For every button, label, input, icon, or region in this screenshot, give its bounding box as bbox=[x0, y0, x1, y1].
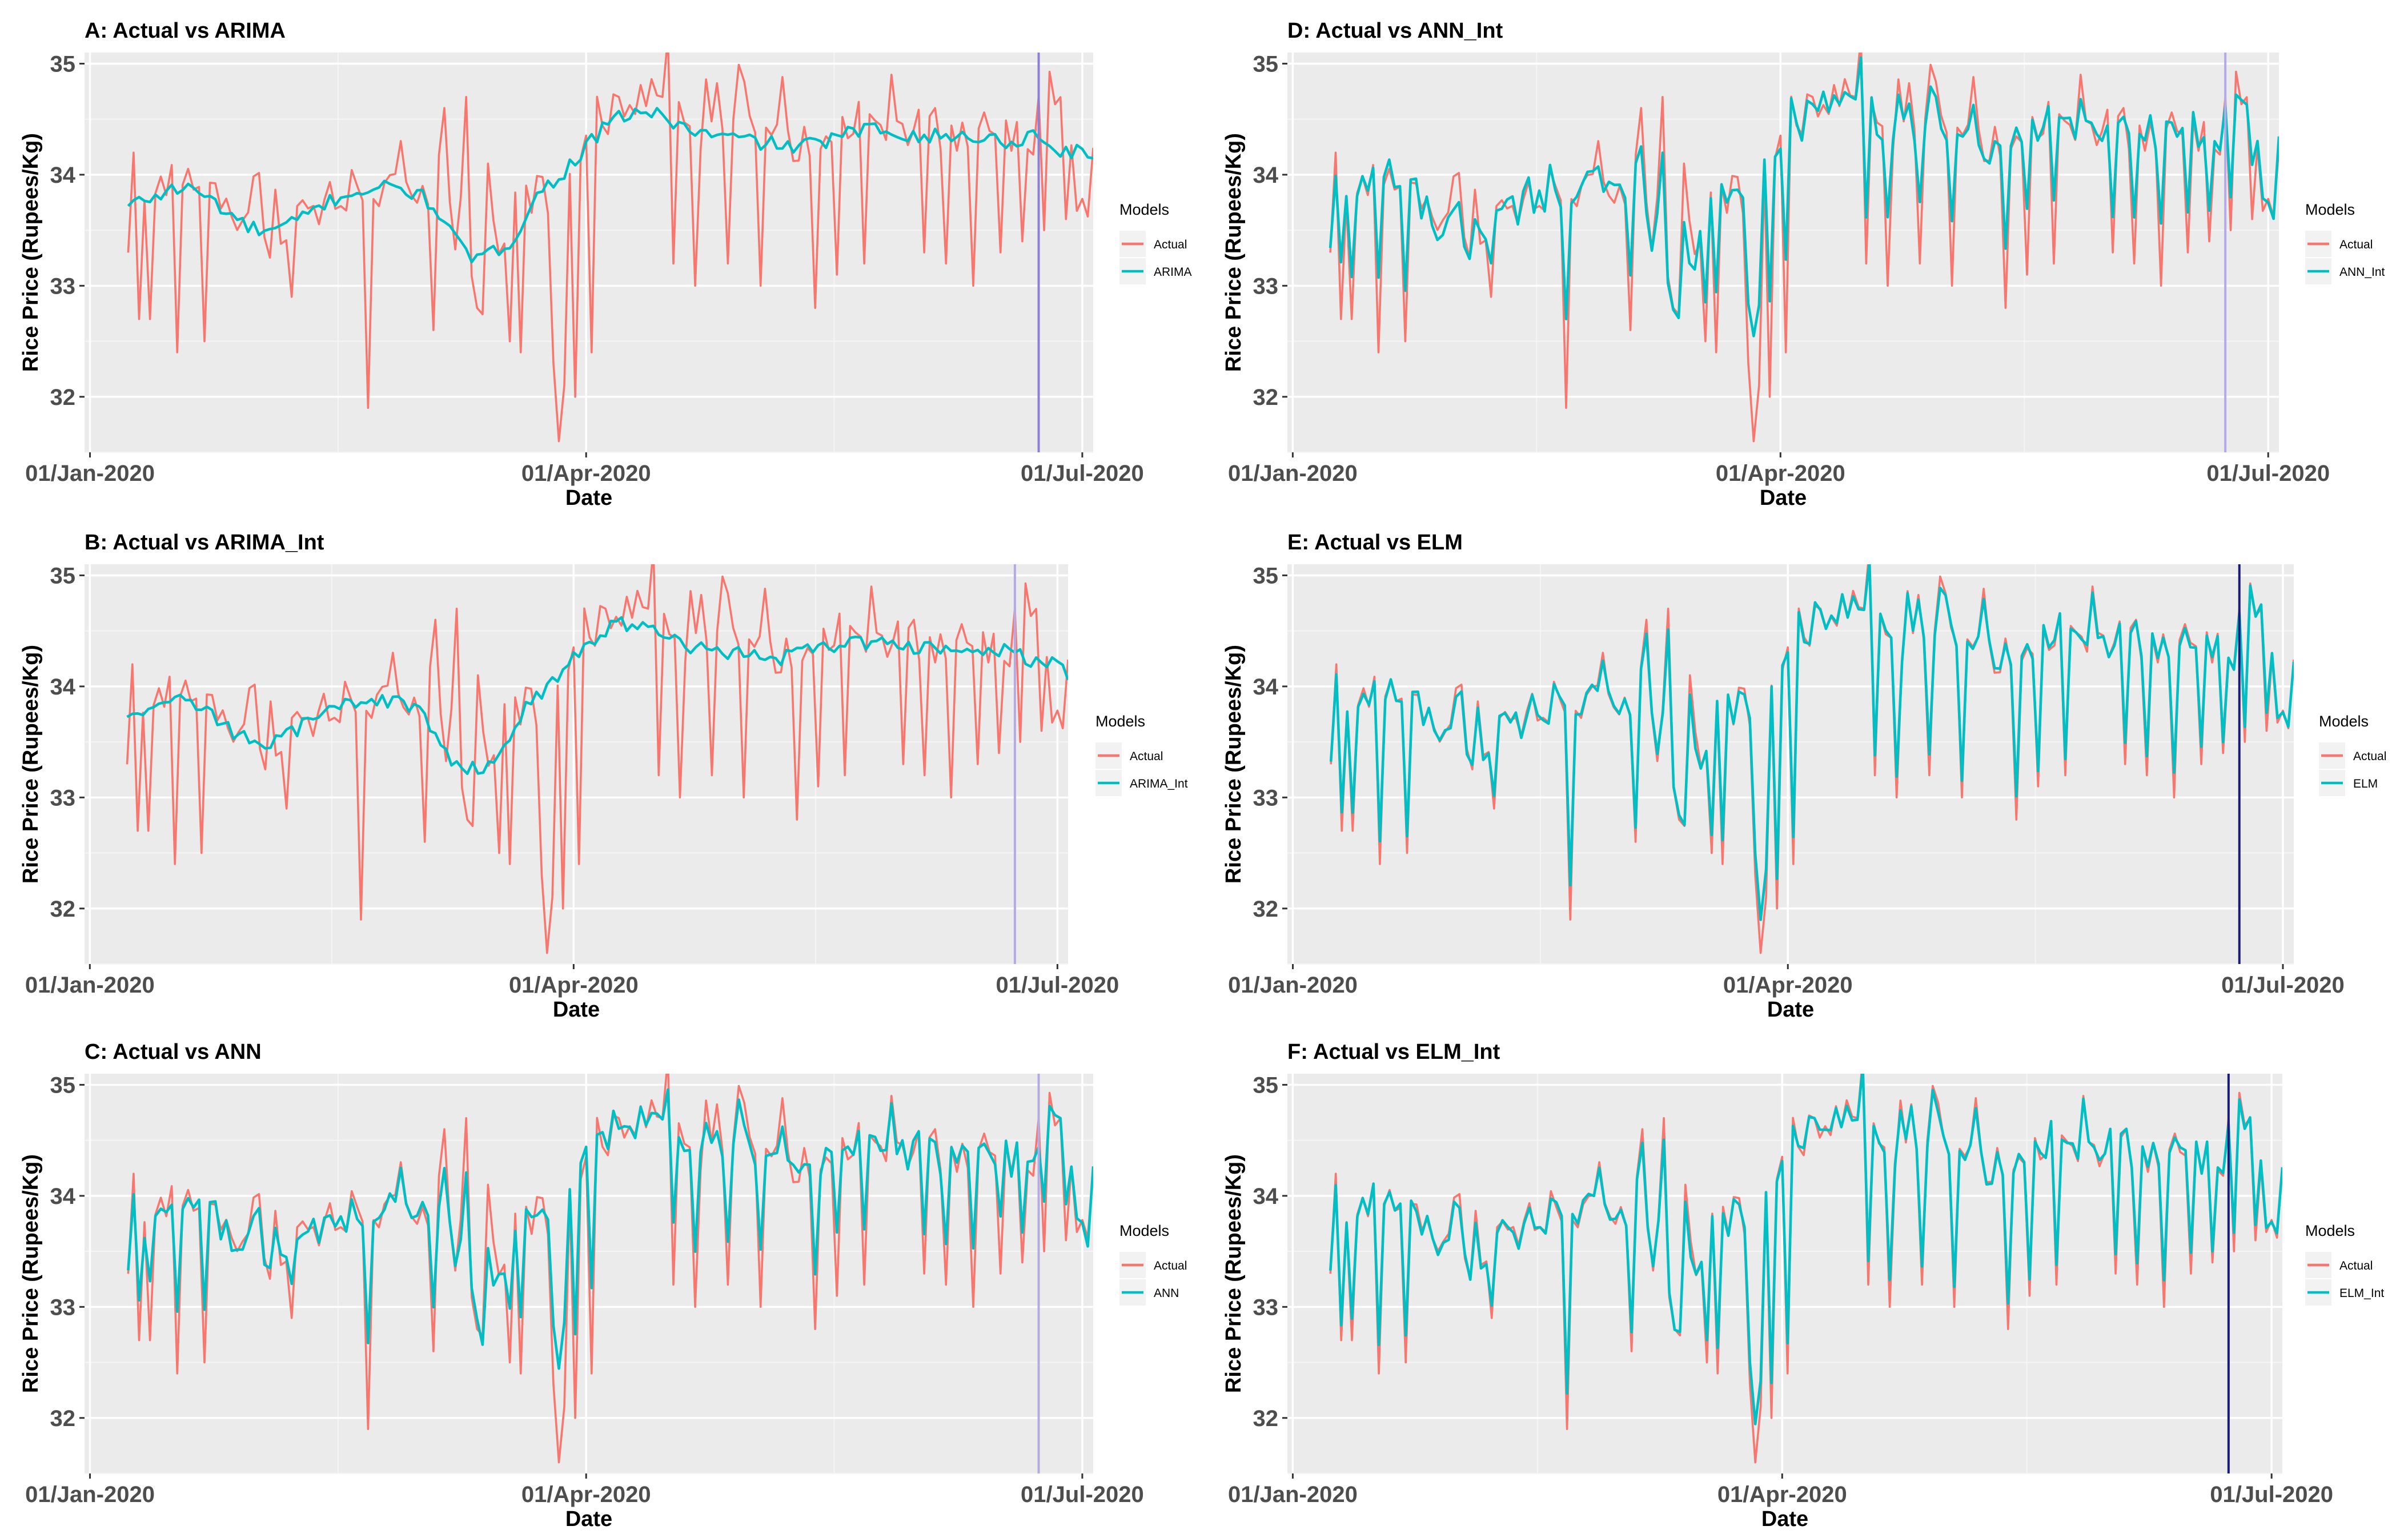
x-tick-label: 01/Jan-2020 bbox=[25, 461, 155, 486]
x-tick-label: 01/Apr-2020 bbox=[509, 973, 639, 998]
y-tick-label: 32 bbox=[50, 385, 76, 410]
y-tick-label: 33 bbox=[50, 274, 76, 299]
legend-label: ANN bbox=[1154, 1287, 1179, 1300]
y-axis-title: Rice Price (Rupees/Kg) bbox=[1222, 645, 1246, 884]
x-tick-label: 01/Apr-2020 bbox=[1717, 1482, 1847, 1507]
series-line-elm bbox=[1329, 564, 2294, 921]
x-tick-label: 01/Apr-2020 bbox=[521, 461, 651, 486]
legend: Models Actual ANN_Int bbox=[2305, 201, 2385, 284]
x-tick-label: 01/Apr-2020 bbox=[521, 1482, 651, 1507]
y-axis-title: Rice Price (Rupees/Kg) bbox=[19, 645, 43, 884]
legend-label: ARIMA_Int bbox=[1130, 777, 1188, 790]
legend-title: Models bbox=[2305, 1222, 2355, 1239]
series-line-ann bbox=[127, 1088, 1093, 1370]
legend-label: Actual bbox=[1154, 238, 1187, 251]
series-line-ann-int bbox=[1329, 56, 2279, 338]
x-tick-label: 01/Apr-2020 bbox=[1716, 461, 1845, 486]
x-axis-title: Date bbox=[1767, 998, 1814, 1022]
x-tick-label: 01/Jul-2020 bbox=[1021, 1482, 1144, 1507]
series-line-actual bbox=[127, 53, 1093, 443]
panel-title: C: Actual vs ANN bbox=[85, 1040, 262, 1064]
x-tick-label: 01/Apr-2020 bbox=[1723, 973, 1853, 998]
legend-label: ELM bbox=[2353, 777, 2378, 790]
series-line-elm-int bbox=[1329, 1074, 2282, 1425]
x-tick-label: 01/Jan-2020 bbox=[1228, 461, 1358, 486]
legend-title: Models bbox=[1095, 713, 1145, 730]
y-tick-label: 35 bbox=[50, 563, 76, 588]
y-tick-label: 34 bbox=[50, 1184, 76, 1209]
y-tick-label: 35 bbox=[50, 1073, 76, 1098]
y-tick-label: 35 bbox=[1253, 563, 1279, 588]
panel-a: A: Actual vs ARIMA 32 33 34 35 01/Jan-2020 01/… bbox=[19, 19, 1192, 510]
panel-b: B: Actual vs ARIMA_Int 32 33 34 35 01/Jan-202… bbox=[19, 531, 1188, 1022]
y-tick-label: 32 bbox=[50, 1406, 76, 1431]
legend-label: Actual bbox=[1130, 750, 1163, 763]
legend-title: Models bbox=[1119, 1222, 1169, 1239]
y-tick-label: 33 bbox=[1253, 274, 1279, 299]
legend: Models Actual ANN bbox=[1119, 1222, 1187, 1306]
legend: Models Actual ARIMA_Int bbox=[1095, 713, 1188, 796]
legend-label: ARIMA bbox=[1154, 266, 1192, 279]
legend-title: Models bbox=[2305, 201, 2355, 218]
y-axis-title: Rice Price (Rupees/Kg) bbox=[1222, 1154, 1246, 1393]
y-tick-label: 32 bbox=[1253, 897, 1279, 922]
x-tick-label: 01/Jul-2020 bbox=[2206, 461, 2330, 486]
y-axis-title: Rice Price (Rupees/Kg) bbox=[19, 1154, 43, 1393]
y-tick-label: 32 bbox=[50, 897, 76, 922]
y-tick-label: 34 bbox=[50, 674, 76, 700]
y-tick-label: 33 bbox=[1253, 785, 1279, 810]
legend: Models Actual ARIMA bbox=[1119, 201, 1192, 284]
x-axis-title: Date bbox=[553, 998, 600, 1022]
panel-title: F: Actual vs ELM_Int bbox=[1287, 1040, 1500, 1064]
panel-title: A: Actual vs ARIMA bbox=[85, 19, 286, 43]
y-tick-label: 32 bbox=[1253, 385, 1279, 410]
y-tick-label: 34 bbox=[1253, 163, 1279, 188]
legend-label: ELM_Int bbox=[2339, 1287, 2384, 1300]
x-tick-label: 01/Jan-2020 bbox=[25, 973, 155, 998]
y-tick-label: 34 bbox=[1253, 674, 1279, 700]
series-line-arima bbox=[127, 107, 1093, 264]
panel-e: E: Actual vs ELM 32 33 34 35 01/Jan-2020 01/Ap… bbox=[1222, 531, 2386, 1022]
legend-label: ANN_Int bbox=[2339, 266, 2385, 279]
legend-title: Models bbox=[1119, 201, 1169, 218]
y-tick-label: 35 bbox=[50, 51, 76, 77]
x-tick-label: 01/Jul-2020 bbox=[1021, 461, 1144, 486]
x-axis-title: Date bbox=[565, 486, 612, 510]
x-axis-title: Date bbox=[1761, 1507, 1808, 1531]
y-tick-label: 35 bbox=[1253, 1073, 1279, 1098]
x-axis-title: Date bbox=[565, 1507, 612, 1531]
panel-d: D: Actual vs ANN_Int 32 33 34 35 01/Jan-2020 0… bbox=[1222, 19, 2385, 510]
y-tick-label: 35 bbox=[1253, 51, 1279, 77]
panel-title: D: Actual vs ANN_Int bbox=[1287, 19, 1503, 43]
legend-title: Models bbox=[2319, 713, 2369, 730]
series-line-arima-int bbox=[126, 616, 1068, 776]
x-axis-title: Date bbox=[1760, 486, 1807, 510]
y-tick-label: 32 bbox=[1253, 1406, 1279, 1431]
legend: Models Actual ELM bbox=[2319, 713, 2386, 796]
legend-label: Actual bbox=[1154, 1259, 1187, 1272]
legend-label: Actual bbox=[2339, 238, 2373, 251]
panel-title: E: Actual vs ELM bbox=[1287, 531, 1463, 555]
series-line-actual bbox=[126, 564, 1068, 954]
x-tick-label: 01/Jan-2020 bbox=[1228, 973, 1358, 998]
y-axis-title: Rice Price (Rupees/Kg) bbox=[19, 133, 43, 372]
panel-f: F: Actual vs ELM_Int 32 33 34 35 01/Jan-2020 0… bbox=[1222, 1040, 2384, 1531]
x-tick-label: 01/Jul-2020 bbox=[2221, 973, 2345, 998]
x-tick-label: 01/Jan-2020 bbox=[25, 1482, 155, 1507]
x-tick-label: 01/Jan-2020 bbox=[1228, 1482, 1358, 1507]
y-axis-title: Rice Price (Rupees/Kg) bbox=[1222, 133, 1246, 372]
y-tick-label: 33 bbox=[50, 1295, 76, 1320]
legend-label: Actual bbox=[2339, 1259, 2373, 1272]
y-tick-label: 33 bbox=[1253, 1295, 1279, 1320]
x-tick-label: 01/Jul-2020 bbox=[996, 973, 1119, 998]
panel-title: B: Actual vs ARIMA_Int bbox=[85, 531, 324, 555]
x-tick-label: 01/Jul-2020 bbox=[2210, 1482, 2333, 1507]
y-tick-label: 34 bbox=[50, 163, 76, 188]
panel-c: C: Actual vs ANN 32 33 34 35 01/Jan-2020 01/Ap… bbox=[19, 1040, 1187, 1531]
y-tick-label: 33 bbox=[50, 785, 76, 810]
y-tick-label: 34 bbox=[1253, 1184, 1279, 1209]
legend: Models Actual ELM_Int bbox=[2305, 1222, 2384, 1306]
legend-label: Actual bbox=[2353, 750, 2386, 763]
